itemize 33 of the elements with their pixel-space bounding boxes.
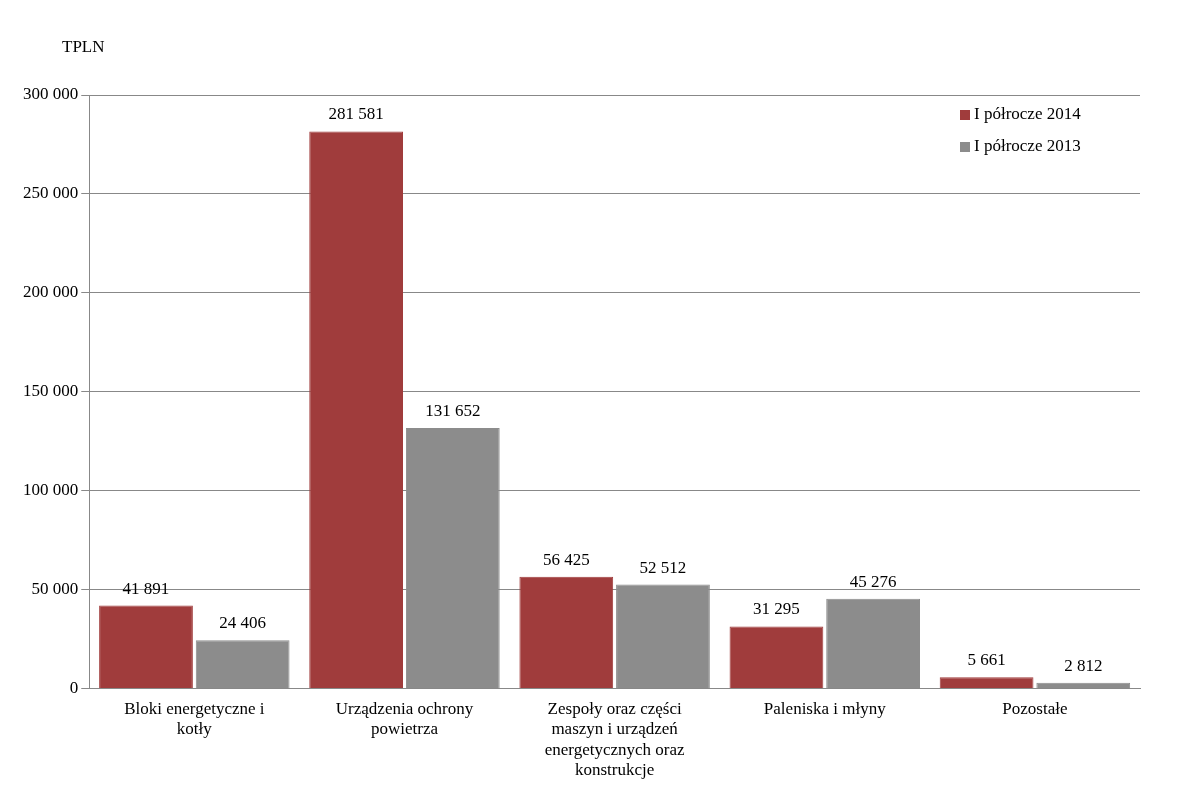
bar	[519, 576, 614, 688]
y-tick-label: 250 000	[23, 183, 79, 203]
x-tick-label: Urządzenia ochrony powietrza	[335, 699, 474, 739]
bar	[729, 626, 824, 688]
bar	[99, 605, 193, 688]
x-tick-label: Pozostałe	[1002, 699, 1068, 719]
data-label: 56 425	[542, 549, 590, 569]
y-tick-label: 50 000	[31, 578, 79, 598]
legend-label: I półrocze 2013	[974, 136, 1081, 156]
bar	[826, 598, 920, 688]
legend-label: I półrocze 2014	[974, 104, 1082, 124]
y-tick-label: 200 000	[23, 282, 79, 302]
data-label: 45 276	[849, 571, 897, 591]
data-label: 2 812	[1064, 655, 1103, 675]
y-tick-label: 0	[69, 677, 79, 697]
bar	[195, 640, 290, 688]
data-label: 24 406	[219, 613, 267, 633]
y-tick-label: 300 000	[23, 84, 79, 104]
bar	[939, 677, 1034, 688]
bar	[309, 131, 404, 688]
y-axis-title: TPLN	[62, 37, 105, 57]
y-tick-label: 100 000	[23, 480, 79, 500]
x-tick-label: Zespoły oraz części maszyn i urządzeń energetycznych oraz konstrukcje	[544, 699, 685, 780]
data-label: 41 891	[122, 578, 170, 598]
x-tick-label: Paleniska i młyny	[763, 699, 887, 719]
x-tick-label: Bloki energetyczne i kotły	[124, 699, 265, 739]
data-label: 131 652	[425, 400, 481, 420]
data-label: 281 581	[328, 104, 384, 124]
data-label: 52 512	[639, 557, 687, 577]
data-label: 31 295	[753, 599, 800, 619]
data-label: 5 661	[967, 650, 1006, 670]
y-tick-label: 150 000	[23, 381, 79, 401]
bar	[1036, 682, 1131, 688]
